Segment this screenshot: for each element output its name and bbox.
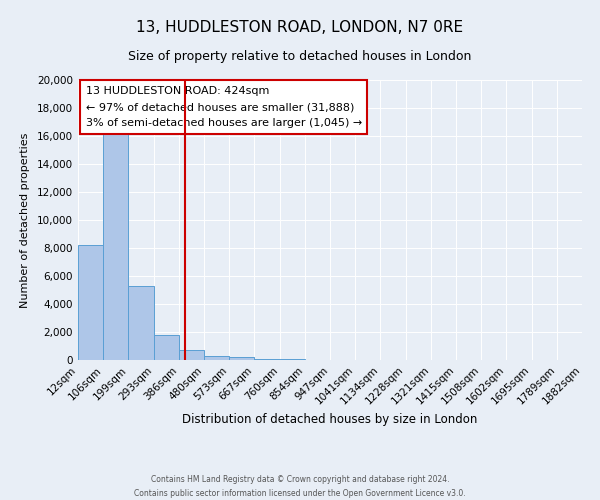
Bar <box>103 129 128 360</box>
Bar <box>204 356 229 360</box>
X-axis label: Distribution of detached houses by size in London: Distribution of detached houses by size … <box>182 414 478 426</box>
Text: Size of property relative to detached houses in London: Size of property relative to detached ho… <box>128 50 472 63</box>
Bar <box>179 350 204 360</box>
Text: Contains HM Land Registry data © Crown copyright and database right 2024.
Contai: Contains HM Land Registry data © Crown c… <box>134 476 466 498</box>
Text: 13, HUDDLESTON ROAD, LONDON, N7 0RE: 13, HUDDLESTON ROAD, LONDON, N7 0RE <box>136 20 464 35</box>
Bar <box>229 357 254 360</box>
Bar <box>280 358 305 360</box>
Bar <box>78 245 103 360</box>
Y-axis label: Number of detached properties: Number of detached properties <box>20 132 30 308</box>
Text: 13 HUDDLESTON ROAD: 424sqm
← 97% of detached houses are smaller (31,888)
3% of s: 13 HUDDLESTON ROAD: 424sqm ← 97% of deta… <box>86 86 362 128</box>
Bar <box>128 286 154 360</box>
Bar <box>254 358 280 360</box>
Bar <box>154 335 179 360</box>
